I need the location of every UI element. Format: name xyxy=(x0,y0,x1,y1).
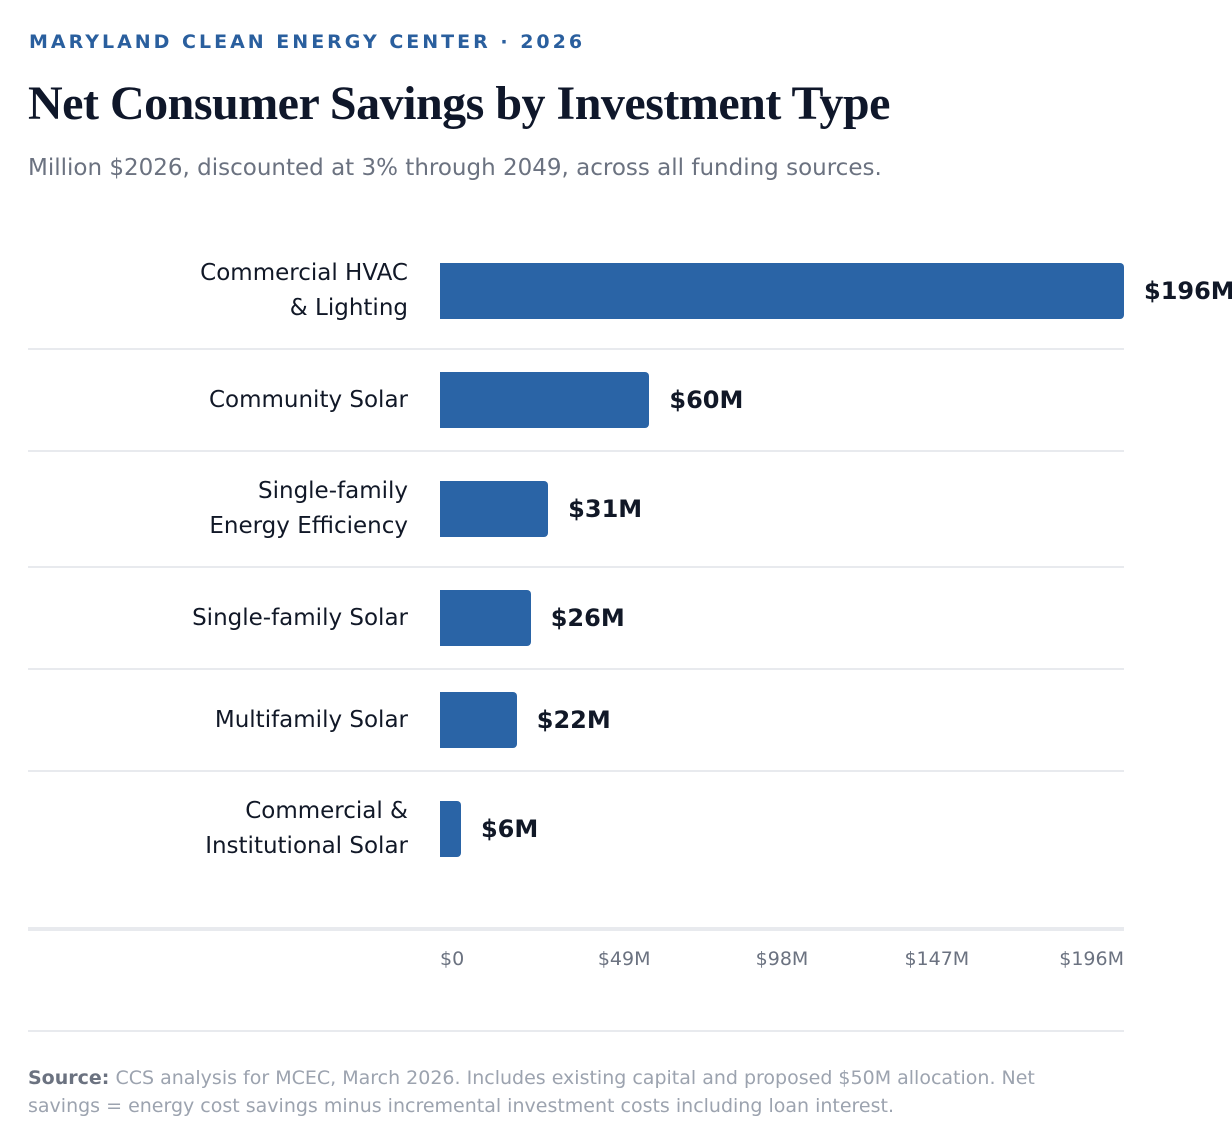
x-tick-label: $0 xyxy=(440,948,465,970)
bar-row: Community Solar $60M xyxy=(28,350,1124,452)
x-ticks: $0 $49M $98M $147M $196M xyxy=(440,948,1124,978)
kicker: MARYLAND CLEAN ENERGY CENTER · 2026 xyxy=(29,31,586,53)
bar xyxy=(440,692,517,748)
x-tick-label: $98M xyxy=(755,948,809,970)
x-tick-label: $147M xyxy=(904,948,970,970)
bar-row: Commercial HVAC & Lighting $196M xyxy=(28,254,1232,350)
bar xyxy=(440,590,531,646)
bar xyxy=(440,801,461,857)
value-label: $60M xyxy=(669,386,744,414)
subtitle: Million $2026, discounted at 3% through … xyxy=(28,155,882,181)
bar-track: $60M xyxy=(440,350,1124,450)
category-label: Commercial HVAC & Lighting xyxy=(200,260,408,321)
bar xyxy=(440,263,1124,319)
bar-track: $196M xyxy=(440,254,1232,348)
value-label: $6M xyxy=(480,815,539,843)
bar-track: $31M xyxy=(440,452,1124,566)
bar-row: Commercial & Institutional Solar $6M xyxy=(28,772,1124,886)
chart-title: Net Consumer Savings by Investment Type xyxy=(28,77,890,130)
value-label: $31M xyxy=(568,495,643,523)
bar-track: $6M xyxy=(440,772,1124,886)
x-tick-label: $196M xyxy=(1059,948,1124,970)
bar xyxy=(440,481,549,537)
plot: Commercial HVAC & Lighting $196M Community… xyxy=(28,254,1232,886)
category-label: Single-family Energy Efficiency xyxy=(209,478,408,539)
x-tick-label: $49M xyxy=(597,948,651,970)
category-label: Single-family Solar xyxy=(192,604,408,631)
category-label: Multifamily Solar xyxy=(214,706,408,733)
value-label: $196M xyxy=(1144,277,1232,305)
category-label: Commercial & Institutional Solar xyxy=(205,798,408,859)
bar-row: Single-family Solar $26M xyxy=(28,568,1124,670)
axis-line xyxy=(28,927,1124,931)
category-label: Community Solar xyxy=(208,386,408,413)
bar-row: Single-family Energy Efficiency $31M xyxy=(28,452,1124,568)
value-label: $26M xyxy=(550,604,625,632)
source-label: Source: xyxy=(28,1067,110,1089)
value-label: $22M xyxy=(536,706,611,734)
bar-row: Multifamily Solar $22M xyxy=(28,670,1124,772)
bar xyxy=(440,372,650,428)
bar-track: $22M xyxy=(440,670,1124,770)
source-text: CCS analysis for MCEC, March 2026. Inclu… xyxy=(28,1067,1035,1117)
source: Source: CCS analysis for MCEC, March 202… xyxy=(28,1064,1078,1120)
bar-track: $26M xyxy=(440,568,1124,668)
divider xyxy=(28,1030,1124,1032)
